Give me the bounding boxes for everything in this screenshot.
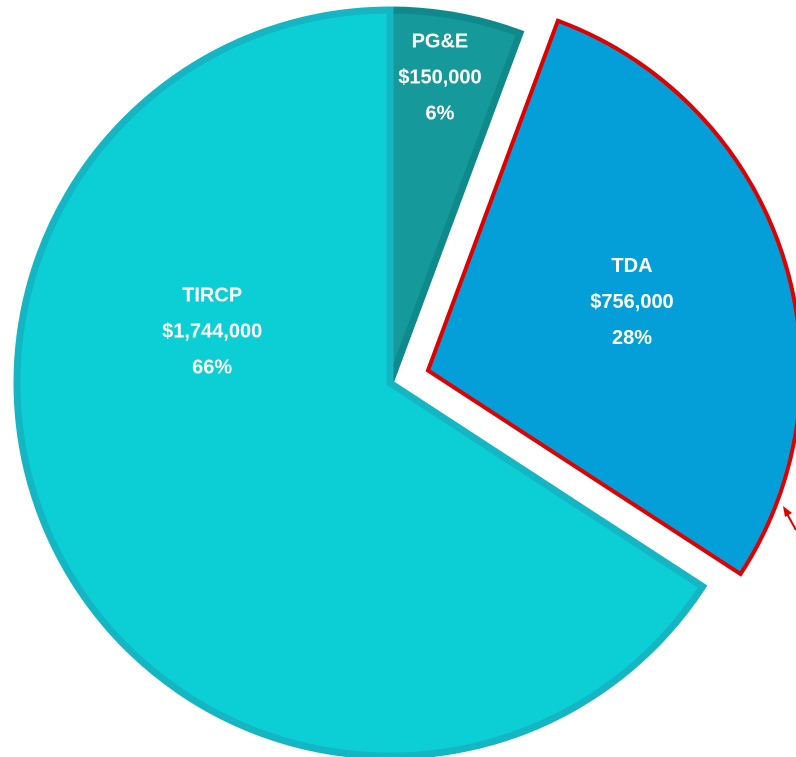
pie-slice [425,18,796,577]
percent-label: 6% [425,102,454,124]
slice-label: TDA [611,255,652,277]
arrow [783,506,796,531]
arrow-head [783,506,792,517]
value-label: $1,744,000 [162,320,262,342]
value-label: $756,000 [590,291,673,313]
pie [13,6,796,757]
percent-label: 28% [612,327,652,349]
slice-label: TIRCP [182,284,242,306]
pie-slice [13,6,708,757]
labels: PG&E $150,000 6% TDA $756,000 28% TIRCP $1,744,… [162,30,674,378]
value-label: $150,000 [398,66,481,88]
percent-label: 66% [192,356,232,378]
slice-label: PG&E [412,30,469,52]
